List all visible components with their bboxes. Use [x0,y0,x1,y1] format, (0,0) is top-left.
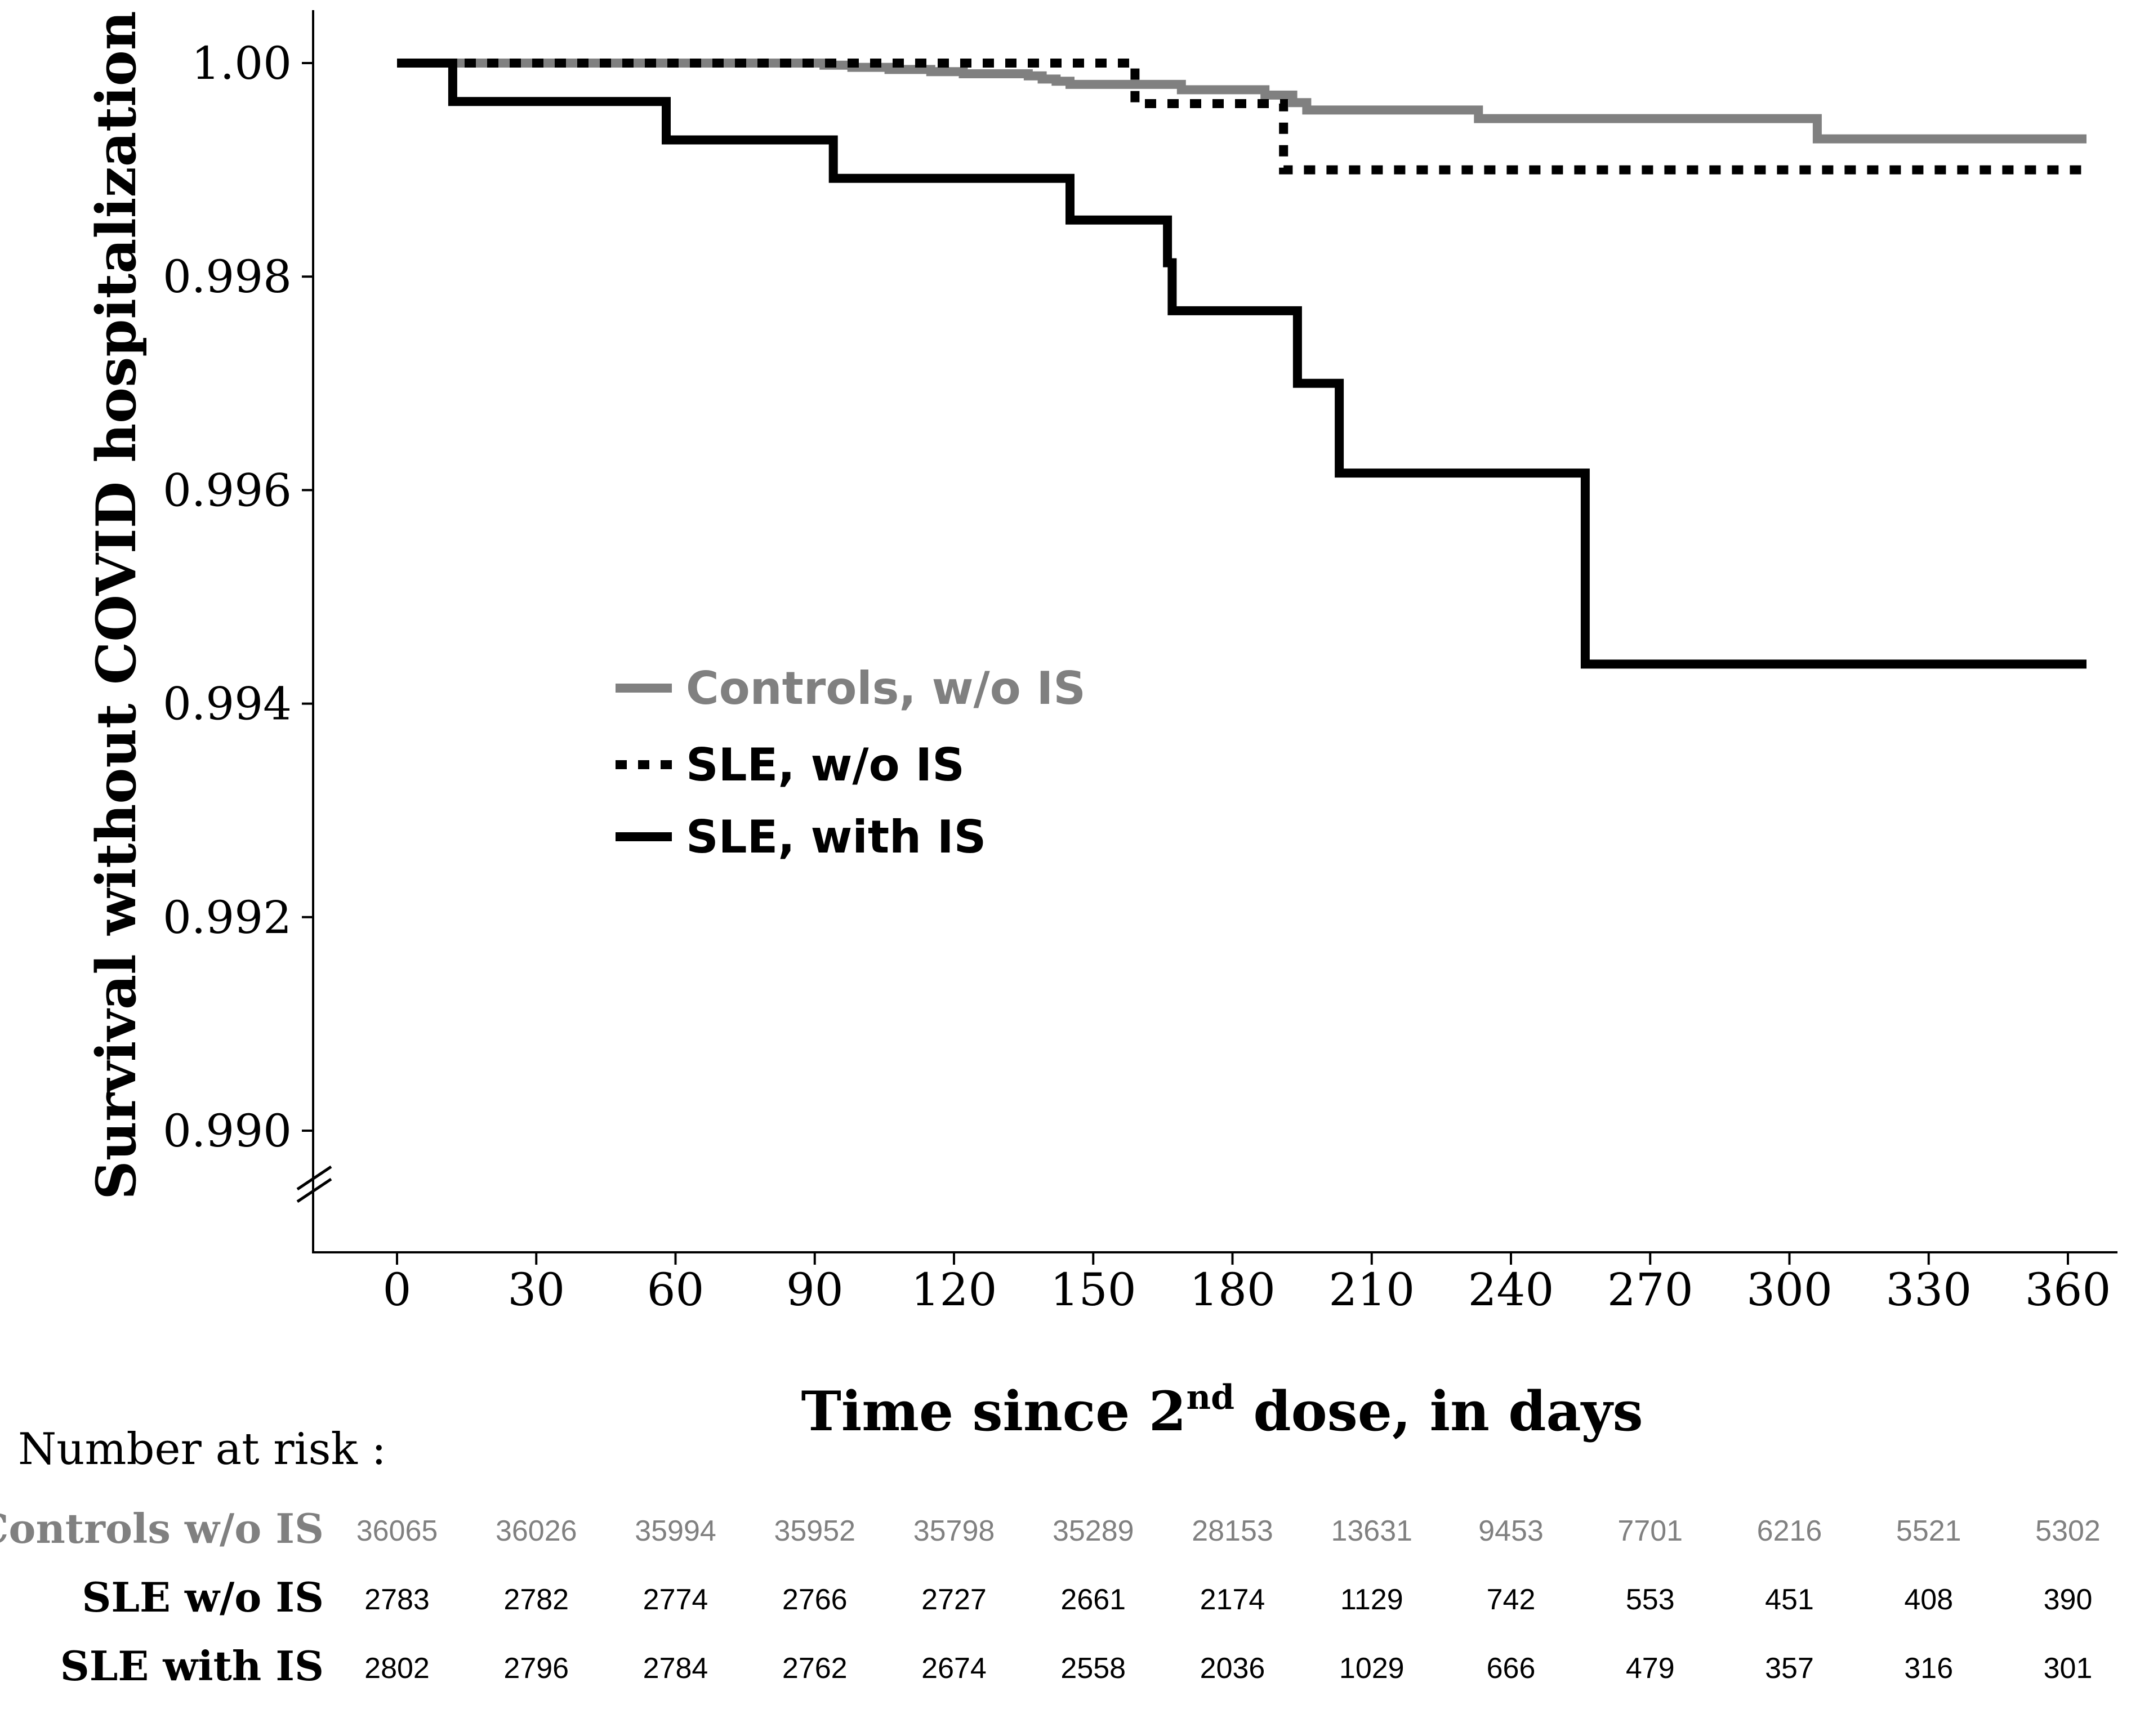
risk-cell: 35994 [635,1515,716,1547]
legend-item-sle-with-is: SLE, with IS [616,811,986,863]
risk-row-label: SLE with IS [60,1642,324,1690]
risk-cell: 35289 [1053,1515,1134,1547]
y-tick-label: 0.990 [163,1105,292,1157]
risk-cell: 36065 [356,1515,438,1547]
risk-table-heading: Number at risk : [18,1424,386,1475]
x-tick-label: 360 [2025,1264,2111,1316]
y-tick-label: 0.996 [163,464,292,516]
risk-cell: 2802 [364,1652,430,1685]
y-tick-label: 1.00 [191,37,292,90]
risk-cell: 35798 [913,1515,995,1547]
legend: Controls, w/o IS SLE, w/o IS SLE, with I… [616,662,1086,863]
legend-item-controls: Controls, w/o IS [616,662,1086,715]
risk-row-label: SLE w/o IS [82,1573,324,1621]
risk-cell: 2782 [503,1583,569,1616]
risk-cell: 2558 [1060,1652,1126,1685]
risk-cell: 666 [1487,1652,1536,1685]
risk-cell: 2661 [1060,1583,1126,1616]
x-tick-label: 60 [647,1264,705,1316]
x-tick-label: 90 [786,1264,844,1316]
risk-cell: 2783 [364,1583,430,1616]
risk-cell: 2766 [782,1583,848,1616]
legend-label-sle-with-is: SLE, with IS [686,811,986,863]
x-tick-label: 300 [1746,1264,1833,1316]
risk-table: Controls w/o IS 36065 36026 35994 35952 35798… [0,1505,2101,1690]
x-axis-title-tail: dose, in days [1234,1380,1643,1443]
risk-row-label: Controls w/o IS [0,1505,324,1552]
risk-cell: 316 [1904,1652,1953,1685]
y-axis-ticks: 1.00 0.998 0.996 0.994 0.992 0.990 [163,37,313,1157]
risk-cell: 28153 [1192,1515,1273,1547]
y-axis-break-marks [296,1165,332,1203]
x-axis-title: Time since 2nd dose, in days [801,1378,1643,1443]
risk-cell: 2774 [643,1583,708,1616]
legend-label-controls: Controls, w/o IS [686,662,1086,715]
x-tick-label: 120 [911,1264,997,1316]
risk-cell: 2727 [921,1583,987,1616]
risk-cell: 742 [1487,1583,1536,1616]
curve-sle-without-is [397,59,2086,175]
x-tick-label: 210 [1328,1264,1415,1316]
risk-cell: 2784 [643,1652,708,1685]
y-tick-label: 0.994 [163,678,292,730]
risk-cell: 357 [1765,1652,1814,1685]
risk-cell: 5521 [1896,1515,1961,1547]
x-tick-label: 330 [1885,1264,1972,1316]
risk-cell: 301 [2044,1652,2093,1685]
risk-cell: 553 [1626,1583,1675,1616]
risk-cell: 9453 [1478,1515,1544,1547]
y-axis-title: Survival without COVID hospitalization [84,11,148,1199]
risk-cell: 2174 [1200,1583,1265,1616]
curve-controls-without-is [397,59,2086,144]
x-tick-label: 240 [1468,1264,1554,1316]
x-tick-label: 150 [1050,1264,1136,1316]
x-tick-label: 180 [1189,1264,1276,1316]
risk-cell: 1029 [1339,1652,1405,1685]
risk-cell: 36026 [496,1515,577,1547]
risk-cell: 6216 [1757,1515,1822,1547]
risk-row-sle-without-is: SLE w/o IS 2783 2782 2774 2766 2727 2661 2174 11… [82,1573,2092,1621]
survival-curves [397,59,2086,669]
x-tick-label: 0 [383,1264,412,1316]
risk-row-controls: Controls w/o IS 36065 36026 35994 35952 35798… [0,1505,2101,1552]
risk-cell: 7701 [1617,1515,1683,1547]
risk-cell: 408 [1904,1583,1953,1616]
risk-cell: 2674 [921,1652,987,1685]
x-axis-ticks: 0 30 60 90 120 150 180 210 240 270 300 330 360 [383,1252,2111,1316]
risk-cell: 479 [1626,1652,1675,1685]
risk-cell: 2796 [503,1652,569,1685]
risk-cell: 2036 [1200,1652,1265,1685]
risk-cell: 2762 [782,1652,848,1685]
risk-cell: 390 [2044,1583,2093,1616]
x-tick-label: 270 [1607,1264,1693,1316]
legend-label-sle-without-is: SLE, w/o IS [686,739,965,791]
x-tick-label: 30 [507,1264,565,1316]
curve-sle-with-is [397,59,2086,669]
legend-item-sle-without-is: SLE, w/o IS [616,739,965,791]
risk-cell: 5302 [2035,1515,2101,1547]
risk-cell: 35952 [774,1515,855,1547]
risk-row-sle-with-is: SLE with IS 2802 2796 2784 2762 2674 2558 2036 1… [60,1642,2093,1690]
risk-cell: 451 [1765,1583,1814,1616]
y-tick-label: 0.992 [163,891,292,944]
y-tick-label: 0.998 [163,251,292,303]
x-axis-title-main: Time since 2 [801,1380,1186,1443]
risk-cell: 13631 [1331,1515,1412,1547]
x-axis-title-superscript: nd [1187,1378,1235,1417]
risk-cell: 1129 [1340,1583,1403,1616]
